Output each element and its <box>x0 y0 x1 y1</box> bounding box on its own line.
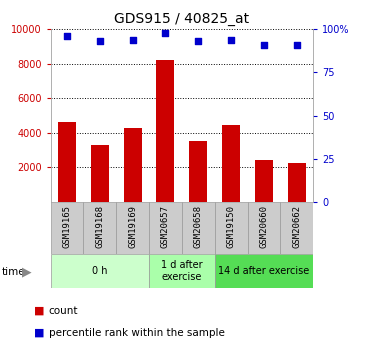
Bar <box>214 202 248 254</box>
Bar <box>255 159 273 202</box>
Point <box>97 39 103 44</box>
Bar <box>288 163 306 202</box>
Bar <box>222 125 240 202</box>
Point <box>130 37 136 42</box>
Bar <box>156 59 174 202</box>
Text: percentile rank within the sample: percentile rank within the sample <box>49 328 225 338</box>
Bar <box>116 202 149 254</box>
Bar <box>248 202 280 254</box>
Point <box>261 42 267 48</box>
Text: 14 d after exercise: 14 d after exercise <box>218 266 309 276</box>
Text: GSM19168: GSM19168 <box>95 205 104 248</box>
Text: GSM20658: GSM20658 <box>194 205 203 248</box>
Bar <box>214 254 313 288</box>
Text: count: count <box>49 306 78 315</box>
Text: ■: ■ <box>34 306 44 315</box>
Text: ▶: ▶ <box>22 265 32 278</box>
Title: GDS915 / 40825_at: GDS915 / 40825_at <box>114 11 249 26</box>
Bar <box>189 141 207 202</box>
Text: time: time <box>2 267 26 276</box>
Point <box>64 33 70 39</box>
Text: 1 d after
exercise: 1 d after exercise <box>161 260 202 282</box>
Bar <box>182 202 214 254</box>
Text: GSM19169: GSM19169 <box>128 205 137 248</box>
Bar <box>149 254 214 288</box>
Text: GSM19150: GSM19150 <box>226 205 236 248</box>
Point <box>228 37 234 42</box>
Text: GSM19165: GSM19165 <box>63 205 72 248</box>
Text: GSM20660: GSM20660 <box>260 205 268 248</box>
Bar <box>58 122 76 202</box>
Text: 0 h: 0 h <box>92 266 108 276</box>
Bar <box>124 128 142 202</box>
Bar <box>51 254 149 288</box>
Text: GSM20662: GSM20662 <box>292 205 301 248</box>
Bar <box>149 202 182 254</box>
Point <box>294 42 300 48</box>
Bar <box>51 202 83 254</box>
Bar <box>83 202 116 254</box>
Text: ■: ■ <box>34 328 44 338</box>
Bar <box>91 145 109 202</box>
Text: GSM20657: GSM20657 <box>161 205 170 248</box>
Point <box>195 39 201 44</box>
Point <box>162 30 168 36</box>
Bar <box>280 202 313 254</box>
